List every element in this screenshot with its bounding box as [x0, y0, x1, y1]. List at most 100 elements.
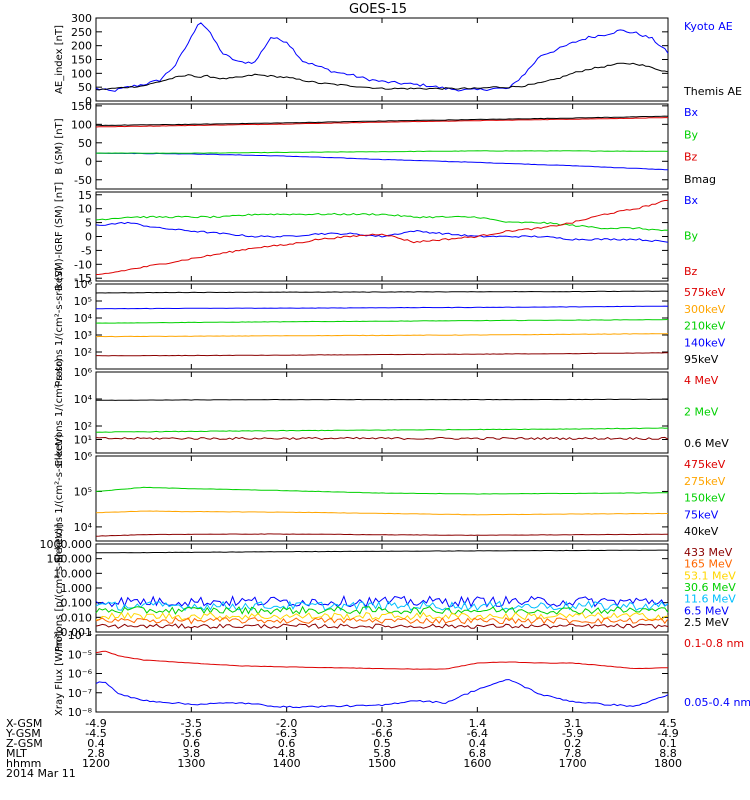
- y-tick-label: 10.000: [54, 567, 93, 580]
- ephem-value: -5.9: [562, 727, 583, 740]
- ephem-value: 3.8: [183, 747, 201, 760]
- legend-entry: 433 MeV: [684, 546, 733, 559]
- legend-entry: 30.6 MeV: [684, 581, 736, 594]
- legend-entry: Bz: [684, 265, 698, 278]
- ephem-value: -2.0: [276, 717, 297, 730]
- ephem-value: 6.8: [469, 747, 487, 760]
- legend-entry: 140keV: [684, 336, 726, 349]
- ephem-value: 7.8: [564, 747, 582, 760]
- ephem-value: 1700: [559, 757, 587, 770]
- series-line-0-05-0-4-nm: [95, 679, 669, 709]
- series-line-150kev: [95, 486, 669, 495]
- y-tick-label: 10¹: [74, 434, 92, 447]
- y-tick-label: 100: [71, 67, 92, 80]
- y-tick-label: 5: [85, 217, 92, 230]
- panel-frame: [95, 17, 669, 102]
- legend-entry: Bx: [684, 106, 699, 119]
- ephem-value: -3.5: [181, 717, 202, 730]
- ephem-label: MLT: [6, 747, 27, 760]
- series-line-0-6-mev: [95, 436, 669, 441]
- y-tick-label: 150: [71, 54, 92, 67]
- ephem-value: 4.8: [278, 747, 296, 760]
- panel-frame: [95, 103, 669, 190]
- y-tick-label: 10⁻⁵: [68, 648, 92, 661]
- date-label: 2014 Mar 11: [6, 767, 76, 780]
- series-line-themis-ae: [95, 62, 669, 91]
- panel-frame: [95, 634, 669, 713]
- ephem-value: 4.5: [659, 717, 677, 730]
- ephem-label: Z-GSM: [6, 737, 43, 750]
- y-axis-label: Xray Flux [W/m²]: [54, 631, 65, 716]
- series-line-bmag: [96, 115, 669, 127]
- panel-frame: [95, 455, 669, 542]
- legend-entry: 2 MeV: [684, 406, 719, 419]
- y-tick-label: -5: [81, 244, 92, 257]
- y-tick-label: 300: [71, 12, 92, 25]
- ephem-label: Y-GSM: [5, 727, 41, 740]
- ephem-value: 1800: [654, 757, 682, 770]
- series-line-bz: [95, 199, 669, 276]
- series-line-300kev: [95, 305, 669, 310]
- legend-entry: Bmag: [684, 173, 716, 186]
- legend-entry: Bx: [684, 194, 699, 207]
- ephem-value: 0.2: [564, 737, 582, 750]
- y-axis-label: B (SM)-IGRF (SM) [nT]: [54, 182, 65, 291]
- ephem-value: 0.4: [469, 737, 487, 750]
- y-tick-label: 10⁴: [74, 312, 93, 325]
- series-line-bz: [95, 117, 668, 128]
- series-line-65-mev: [95, 611, 669, 621]
- y-axis-label: Electrons 1/(cm²-s-sr): [54, 358, 65, 466]
- y-tick-label: 250: [71, 26, 92, 39]
- legend-entry: 95keV: [684, 353, 719, 366]
- ephem-value: 1600: [463, 757, 491, 770]
- y-tick-label: 10⁻⁷: [68, 687, 92, 700]
- y-tick-label: 0.100: [61, 597, 93, 610]
- panel-frame: [95, 371, 669, 454]
- y-tick-label: 100: [71, 118, 92, 131]
- ephem-label: X-GSM: [6, 717, 42, 730]
- ephem-value: -6.3: [276, 727, 297, 740]
- series-line-165-mev: [95, 616, 669, 625]
- legend-entry: Themis AE: [683, 85, 742, 98]
- ephem-value: 0.5: [373, 737, 391, 750]
- legend-entry: 210keV: [684, 320, 726, 333]
- y-tick-label: 200: [71, 40, 92, 53]
- series-line-bx: [95, 152, 668, 171]
- legend-entry: 575keV: [684, 286, 726, 299]
- series-line-bx: [95, 221, 669, 243]
- y-axis-label: Electrons 1/(cm²-s-sr-keV): [54, 434, 65, 563]
- ephem-value: -5.6: [181, 727, 202, 740]
- legend-entry: By: [684, 230, 699, 243]
- legend-entry: 0.1-0.8 nm: [684, 637, 744, 650]
- y-tick-label: 10⁵: [74, 485, 92, 498]
- ephem-value: -0.3: [371, 717, 392, 730]
- series-line-2-5-mev: [95, 549, 669, 554]
- ephem-value: -4.9: [85, 717, 106, 730]
- ephem-value: 0.6: [183, 737, 201, 750]
- legend-entry: 275keV: [684, 475, 726, 488]
- ephem-value: 1300: [177, 757, 205, 770]
- ephem-value: 1.4: [469, 717, 487, 730]
- legend-entry: 300keV: [684, 303, 726, 316]
- y-tick-label: 50: [78, 81, 92, 94]
- series-line-4-mev: [96, 398, 669, 401]
- legend-entry: Kyoto AE: [684, 20, 733, 33]
- legend-entry: 0.05-0.4 nm: [684, 696, 750, 709]
- y-tick-label: 10⁶: [74, 450, 93, 463]
- legend-entry: 11.6 MeV: [684, 593, 736, 606]
- legend-entry: 0.6 MeV: [684, 437, 729, 450]
- y-tick-label: 10⁶: [74, 366, 93, 379]
- legend-entry: 4 MeV: [684, 374, 719, 387]
- y-axis-label: B (SM) [nT]: [54, 118, 65, 174]
- ephem-label: hhmm: [6, 757, 41, 770]
- series-line-475kev: [95, 533, 669, 537]
- y-tick-label: 10⁻⁶: [68, 668, 93, 681]
- ephem-value: -6.4: [467, 727, 488, 740]
- ephem-value: 1400: [273, 757, 301, 770]
- legend-entry: 6.5 MeV: [684, 604, 729, 617]
